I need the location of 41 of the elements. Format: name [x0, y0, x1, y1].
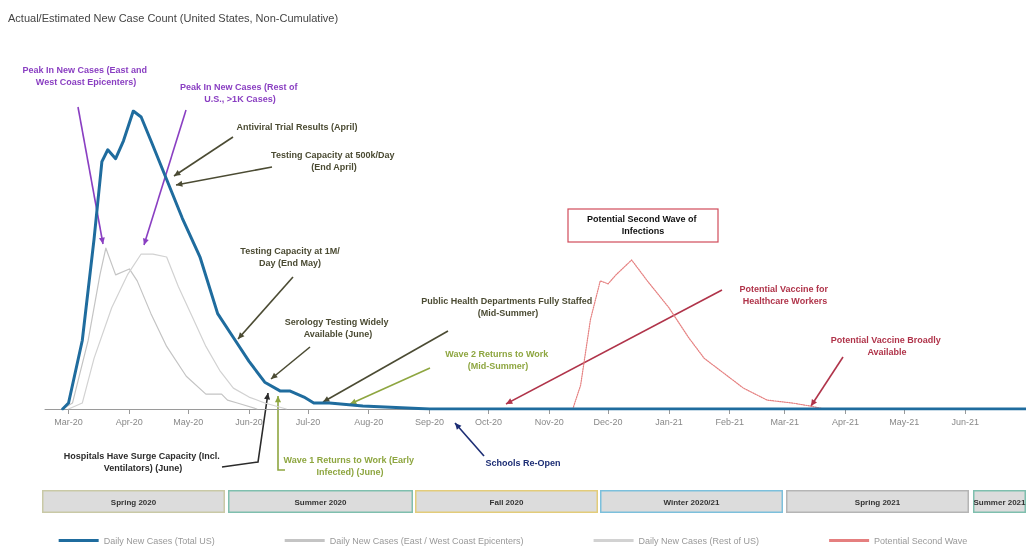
- x-tick-label: Apr-20: [115, 416, 143, 427]
- annotation: Antiviral Trial Results (April): [236, 122, 358, 132]
- text: Winter 2020/21: [663, 497, 721, 507]
- x-tick-label: Feb-21: [715, 416, 744, 427]
- text: Schools Re-Open: [485, 458, 561, 468]
- x-tick-label: Jun-21: [951, 416, 979, 427]
- text: Fall 2020: [489, 497, 524, 507]
- text: Spring 2021: [854, 497, 901, 507]
- x-tick-label: May-21: [889, 416, 920, 427]
- x-tick-label: Nov-20: [534, 416, 564, 427]
- annotation: Serology Testing Widely Available (June): [284, 317, 392, 339]
- annotation: Potential Vaccine for Healthcare Workers: [739, 284, 831, 306]
- text: Wave 1 Returns to Work (Early Infected) (June): [283, 455, 417, 477]
- x-tick-label: Jun-20: [235, 416, 263, 427]
- x-tick-label: Jul-20: [295, 416, 321, 427]
- x-tick-label: Mar-20: [54, 416, 83, 427]
- x-tick-label: Mar-21: [770, 416, 799, 427]
- text: Hospitals Have Surge Capacity (Incl. Ventilators) (June): [63, 451, 223, 473]
- text: Summer 2020: [294, 497, 348, 507]
- x-tick-label: Sep-20: [415, 416, 445, 427]
- x-tick-label: Apr-21: [831, 416, 859, 427]
- legend-label: Daily New Cases (Total US): [103, 535, 215, 546]
- text: Spring 2020: [110, 497, 157, 507]
- annotation: Wave 2 Returns to Work (Mid-Summer): [445, 349, 551, 371]
- x-tick-label: Aug-20: [354, 416, 384, 427]
- legend-label: Potential Second Wave: [874, 535, 968, 546]
- text: Peak In New Cases (Rest of U.S., >1K Cases): [179, 82, 301, 104]
- annotation: Potential Second Wave of Infections: [586, 214, 700, 236]
- text: Peak In New Cases (East and West Coast Epicenters): [22, 65, 150, 87]
- chart-title: Actual/Estimated New Case Count (United States, Non-Cumulative): [8, 11, 339, 24]
- annotation: Public Health Departments Fully Staffed (Mid-Summer): [421, 296, 595, 318]
- annotation: Potential Vaccine Broadly Available: [830, 335, 944, 357]
- x-tick-label: Oct-20: [474, 416, 502, 427]
- annotation: Testing Capacity at 1M/Day (End May): [240, 246, 341, 268]
- annotation: Testing Capacity at 500k/Day (End April): [271, 150, 397, 172]
- x-tick-label: May-20: [173, 416, 204, 427]
- x-tick-label: Jan-21: [655, 416, 683, 427]
- legend-label: Daily New Cases (East / West Coast Epicenters): [329, 535, 524, 546]
- x-tick-label: Dec-20: [593, 416, 623, 427]
- text: Summer 2021: [973, 497, 1026, 507]
- legend-label: Daily New Cases (Rest of US): [638, 535, 760, 546]
